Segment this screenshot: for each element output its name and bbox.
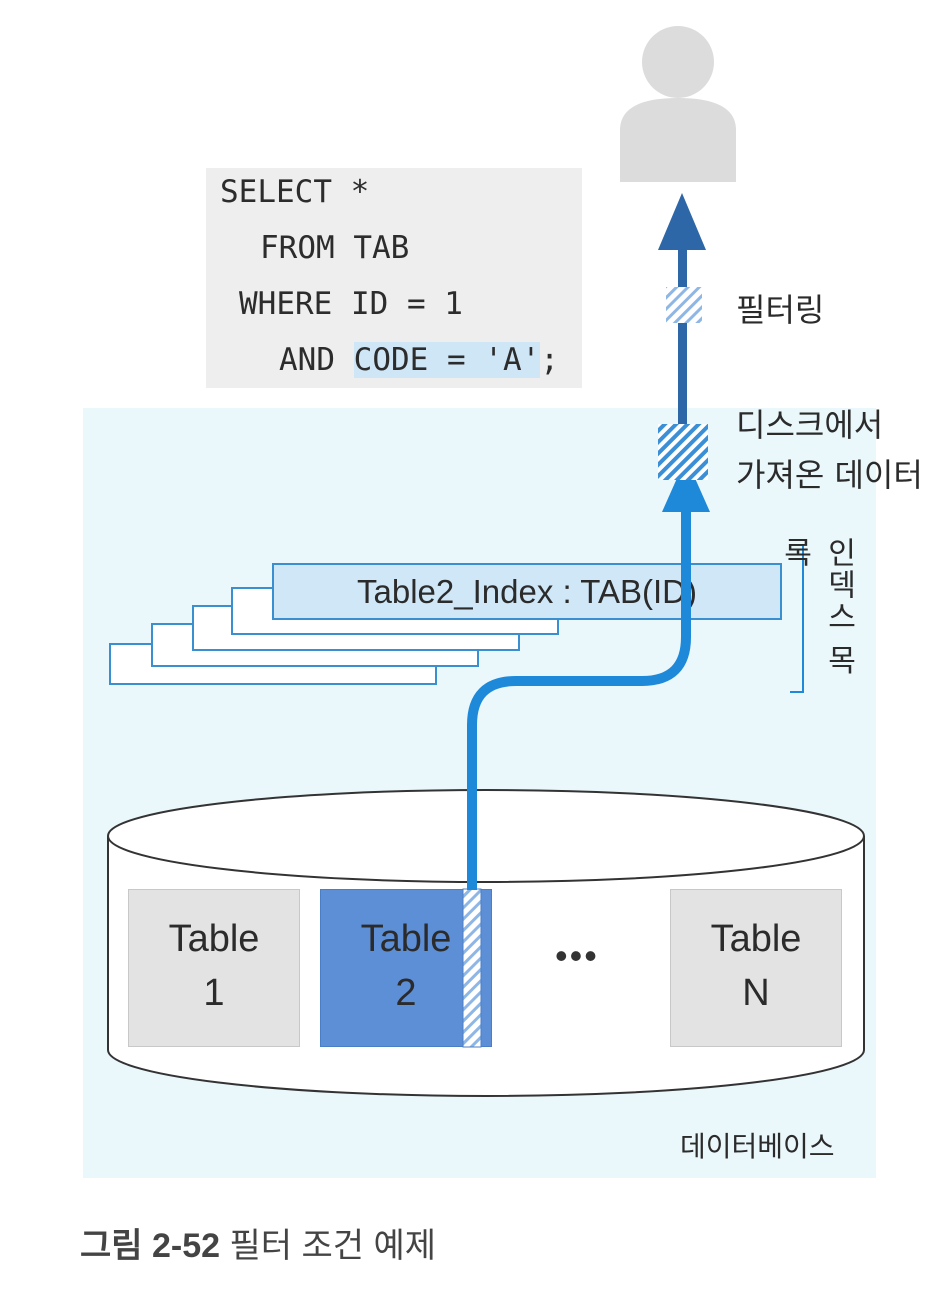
table-n: Table N: [670, 889, 842, 1047]
table-2-number: 2: [395, 972, 417, 1014]
index-list-bracket: [790, 544, 804, 693]
sql-filter-condition: CODE = 'A': [353, 342, 541, 378]
table2-index-label: Table2_Index : TAB(ID): [272, 563, 782, 620]
figure-title: 필터 조건 예제: [229, 1227, 437, 1265]
sql-semicolon: ;: [540, 342, 559, 378]
table-n-name: Table: [710, 918, 802, 960]
table-1: Table 1: [128, 889, 300, 1047]
sql-line-where: WHERE ID = 1: [239, 286, 463, 322]
table-2-name: Table: [360, 918, 452, 960]
table-1-number: 1: [203, 972, 225, 1014]
disk-data-label-line1: 디스크에서: [736, 406, 884, 444]
figure-number: 그림 2-52: [80, 1227, 221, 1265]
sql-and-keyword: AND: [279, 342, 354, 378]
filtered-data-block: [666, 287, 702, 323]
index-list-label: 인덱스 목록: [777, 537, 856, 677]
filtering-label: 필터링: [736, 291, 825, 329]
sql-query-box: SELECT * FROM TAB WHERE ID = 1 AND CODE …: [206, 168, 582, 388]
more-tables-ellipsis: •••: [555, 935, 599, 976]
table-1-name: Table: [168, 918, 260, 960]
table-2-accessed-rows: [462, 888, 482, 1048]
table-n-number: N: [742, 972, 770, 1014]
figure-caption: 그림 2-52 필터 조건 예제: [80, 1218, 436, 1267]
database-label: 데이터베이스: [680, 1130, 835, 1163]
disk-read-arrowhead: [662, 458, 710, 512]
upper-arrow: [658, 193, 706, 428]
sql-line-from: FROM TAB: [260, 230, 410, 266]
user-icon: [620, 26, 736, 182]
fetched-data-block: [658, 424, 708, 480]
sql-line-select: SELECT *: [220, 174, 370, 210]
disk-data-label-line2: 가져온 데이터: [736, 456, 923, 494]
disk-read-path: [467, 500, 691, 890]
sql-line-and: AND CODE = 'A';: [279, 342, 559, 378]
